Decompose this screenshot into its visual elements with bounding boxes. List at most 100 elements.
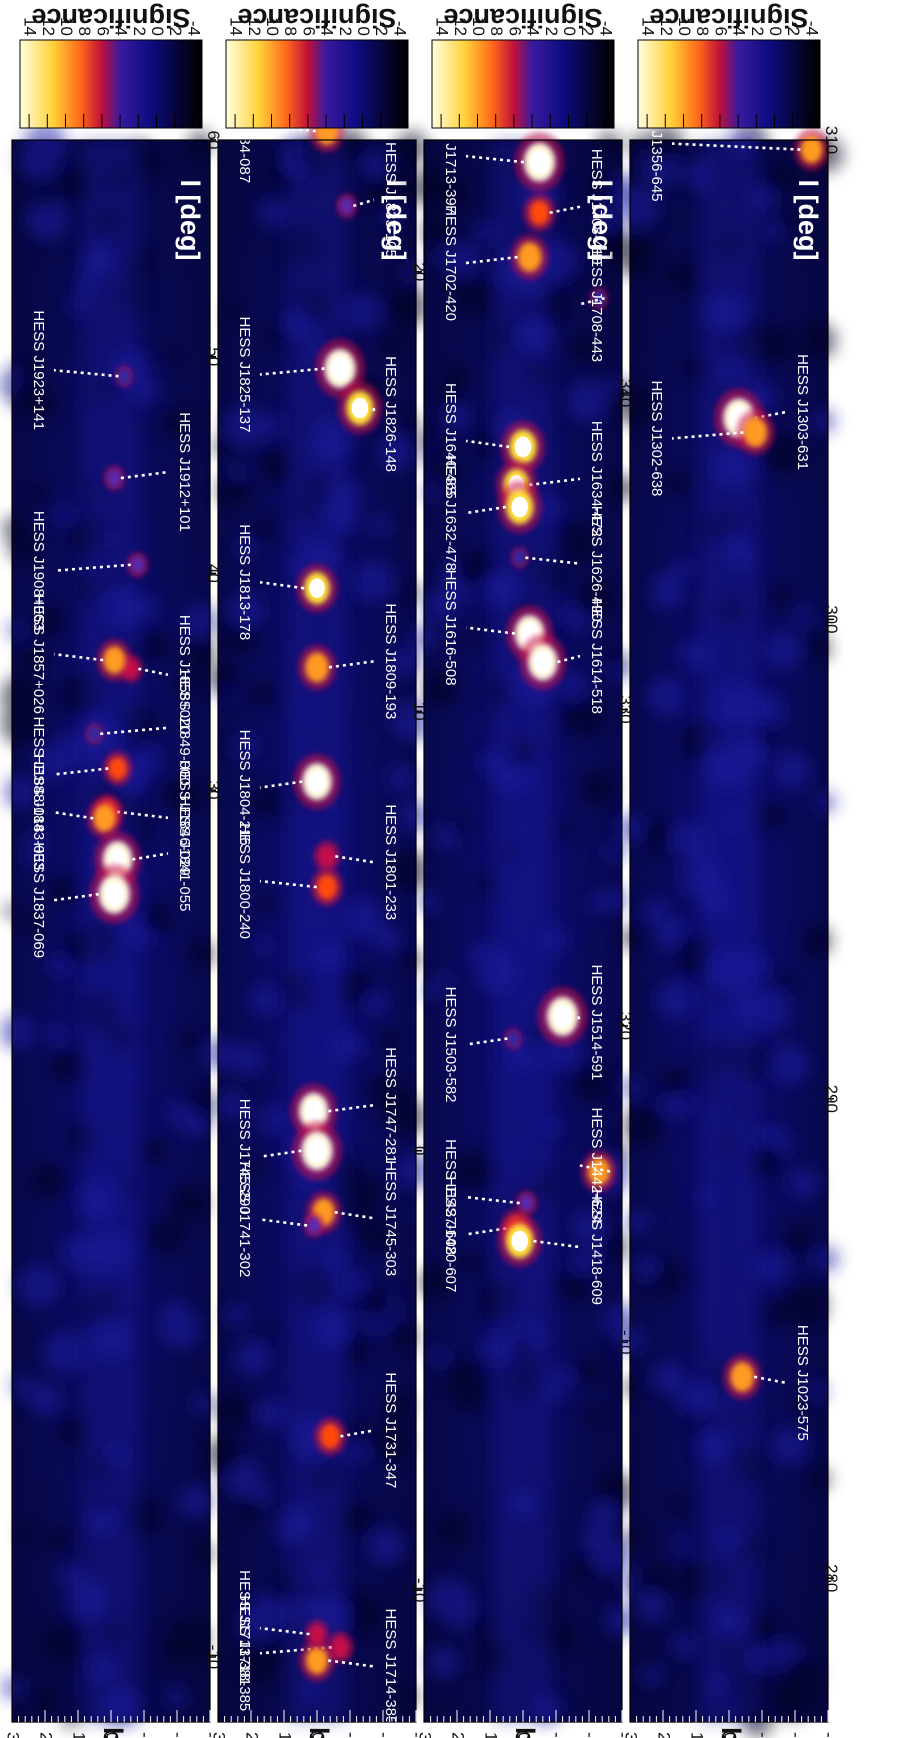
source-label: HESS J1849-000	[176, 670, 193, 786]
leader-line	[465, 439, 510, 449]
source-hess-j1912+101: HESS J1912+101	[103, 412, 193, 532]
source-label: HESS J1303-631	[794, 354, 811, 470]
b-tick-label: 2	[37, 1732, 56, 1738]
source-hess-j1857+026: HESS J1857+026	[30, 594, 133, 714]
galactic-plane-glow	[699, 140, 759, 1722]
colorbar-tick-label: 0	[766, 27, 785, 36]
l-axis-label: l [deg]	[793, 180, 823, 261]
source-hess-j1632-478: HESS J1632-478	[442, 455, 542, 571]
b-tick-label: 3	[4, 1732, 23, 1738]
source-hess-j1826-148: HESS J1826-148	[337, 356, 399, 472]
leader-line	[549, 205, 581, 215]
colorbar-tick-label: 2	[130, 27, 149, 36]
l-tick-label: 310	[822, 126, 841, 154]
leader-line	[259, 1645, 332, 1655]
leader-line	[465, 255, 518, 265]
b-tick-label: 3	[416, 1732, 435, 1738]
colorbar-tick-label: 14	[21, 17, 40, 36]
colorbar-tick-label: 0	[148, 27, 167, 36]
galactic-plane-glow	[287, 140, 347, 1722]
leader-line	[259, 780, 303, 789]
colorbar-frame	[637, 39, 821, 129]
colorbar-tick-label: -4	[802, 21, 821, 36]
leader-line	[138, 667, 169, 677]
source-label: HESS J1616-508	[442, 570, 459, 686]
source-label: HESS J1908+063	[30, 511, 47, 631]
leader-line	[671, 142, 801, 151]
source-label: HESS J1804-216	[236, 730, 253, 846]
b-tick-label: 0	[309, 1732, 328, 1738]
source-label: HESS J1741-302	[236, 1161, 253, 1277]
source-hess-j1908+063: HESS J1908+063	[30, 511, 148, 631]
source-label: HESS J1841-055	[176, 796, 193, 912]
l-axis-label: l [deg]	[381, 180, 411, 261]
colorbar-label: Significance	[31, 3, 190, 33]
source-hess-j1843-033: HESS J1843-033	[30, 754, 123, 870]
source-label: HESS J1745-303	[382, 1160, 399, 1276]
b-tick-label: -2	[787, 1732, 806, 1738]
source-label: HESS J1800-240	[236, 823, 253, 939]
colorbar-frame	[225, 39, 409, 129]
leader-line	[53, 563, 131, 573]
source-hess-j1747-281: HESS J1747-281	[290, 1047, 399, 1163]
b-tick-label: -3	[614, 1732, 633, 1738]
source-label: HESS J1708-443	[588, 246, 605, 362]
source-hess-j1800-240: HESS J1800-240	[236, 823, 344, 939]
leader-line	[754, 410, 787, 420]
colorbar-tick-label: 4	[112, 27, 131, 36]
colorbar-tick-label: -2	[166, 21, 185, 36]
source-label: HESS J1857+026	[30, 594, 47, 714]
source-label: HESS J1702-420	[442, 205, 459, 321]
colorbar-gradient	[20, 40, 202, 128]
colorbar-gradient	[432, 40, 614, 128]
source-hess-j1833-105: HESS J1833-105	[336, 142, 399, 258]
colorbar-tick-label: 12	[657, 17, 676, 36]
source-hess-j1731-347: HESS J1731-347	[313, 1372, 399, 1488]
source-label: HESS J1837-069	[30, 842, 47, 958]
source-label: HESS J1632-478	[442, 455, 459, 571]
b-tick-label: 0	[515, 1732, 534, 1738]
colorbar-tick-label: 10	[57, 17, 76, 36]
source-label: HESS J1801-233	[382, 804, 399, 920]
b-tick-label: 0	[103, 1732, 122, 1738]
source-hess-j1514-591: HESS J1514-591	[537, 964, 605, 1080]
leader-line	[53, 892, 99, 902]
b-axis-label: b [deg]	[716, 1727, 746, 1738]
leader-line	[465, 154, 525, 164]
source-hess-j1708-443: HESS J1708-443	[579, 246, 609, 362]
source-label: HESS J1848-018	[30, 717, 47, 833]
colorbar-tick-label: 10	[263, 17, 282, 36]
colorbar-tick-label: 12	[39, 17, 58, 36]
b-tick-label: -1	[136, 1732, 155, 1738]
b-axis-label: b [deg]	[98, 1727, 128, 1738]
colorbar-tick-label: 10	[675, 17, 694, 36]
leader-line	[529, 477, 581, 487]
source-label: HESS J1858+020	[176, 615, 193, 735]
leader-line	[120, 470, 169, 480]
colorbar-tick-label: -2	[372, 21, 391, 36]
leader-line	[753, 1375, 787, 1385]
colorbar-tick-label: 10	[469, 17, 488, 36]
colorbar-tick-label: 4	[524, 27, 543, 36]
leader-line	[259, 879, 317, 889]
colorbar-tick-label: 4	[318, 27, 337, 36]
source-hess-j1837-069: HESS J1837-069	[30, 842, 140, 958]
source-hess-j1503-582: HESS J1503-582	[442, 987, 523, 1103]
b-tick-label: 3	[210, 1732, 229, 1738]
source-label: HESS J1302-638	[648, 380, 665, 496]
b-tick-label: -3	[408, 1732, 427, 1738]
b-axis-label: b [deg]	[510, 1727, 540, 1738]
leader-line	[579, 1164, 611, 1173]
b-tick-label: -3	[820, 1732, 839, 1738]
b-tick-label: -2	[581, 1732, 600, 1738]
source-label: HESS J1745-290	[236, 1099, 253, 1215]
leader-line	[340, 1429, 375, 1438]
source-label: HESS J1023-575	[794, 1325, 811, 1441]
b-tick-label: 1	[482, 1732, 501, 1738]
colorbar-tick-label: 2	[748, 27, 767, 36]
colorbar-tick-label: 8	[281, 27, 300, 36]
source-label: HESS J1809-193	[382, 603, 399, 719]
